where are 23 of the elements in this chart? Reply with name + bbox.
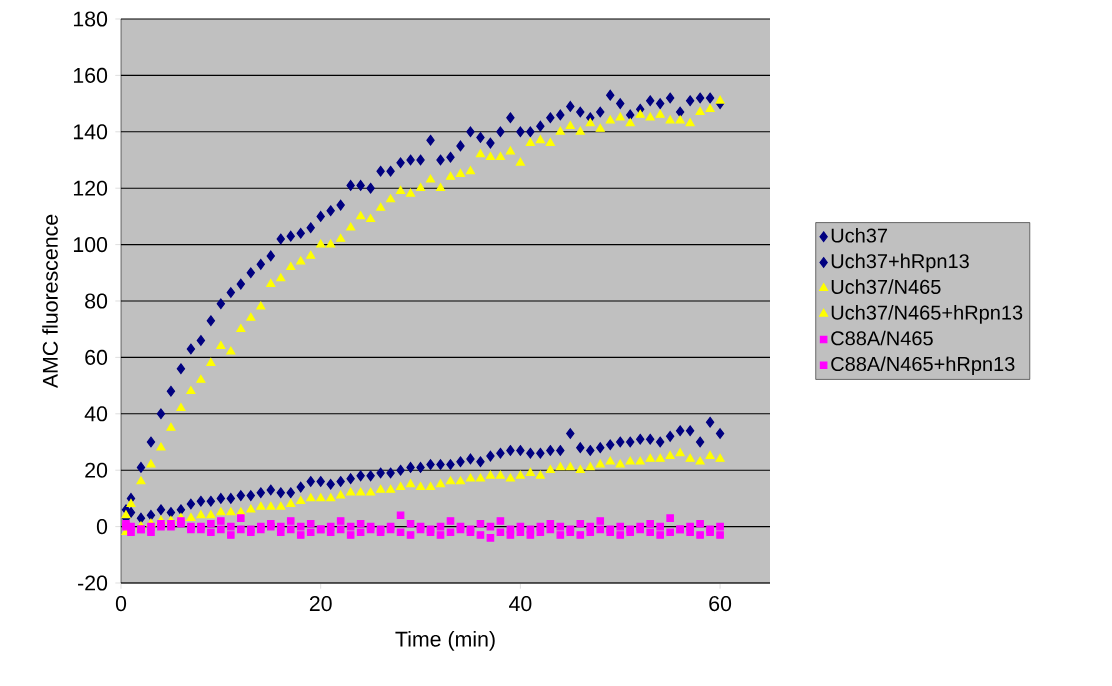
legend-label: C88A/N465 [831,330,933,346]
legend-label: C88A/N465+hRpn13 [831,356,1015,376]
y-tick-label: 100 [73,237,108,253]
y-tick-label: 80 [85,293,108,309]
x-tick-label: 40 [509,596,532,612]
y-tick-label: 140 [73,124,108,140]
legend-label: Uch37/N465+hRpn13 [831,305,1023,324]
y-tick-label: -20 [78,575,108,591]
y-tick-label: 20 [85,462,108,478]
y-tick-label: 160 [73,67,108,83]
y-tick-label: 120 [73,180,108,196]
legend-label: Uch37 [831,227,888,243]
y-tick-label: 0 [96,519,108,535]
legend-label: Uch37/N465 [831,279,941,294]
x-axis-title: Time (min) [395,631,495,651]
y-tick-label: 40 [84,406,108,422]
y-axis-title: AMC fluorescence [42,214,58,389]
y-tick-label: 60 [85,349,108,365]
legend-label: Uch37+hRpn13 [831,253,969,273]
y-tick-label: 180 [73,11,108,27]
x-tick-label: 0 [115,596,127,612]
x-tick-label: 20 [309,596,332,612]
x-tick-label: 60 [709,596,732,612]
